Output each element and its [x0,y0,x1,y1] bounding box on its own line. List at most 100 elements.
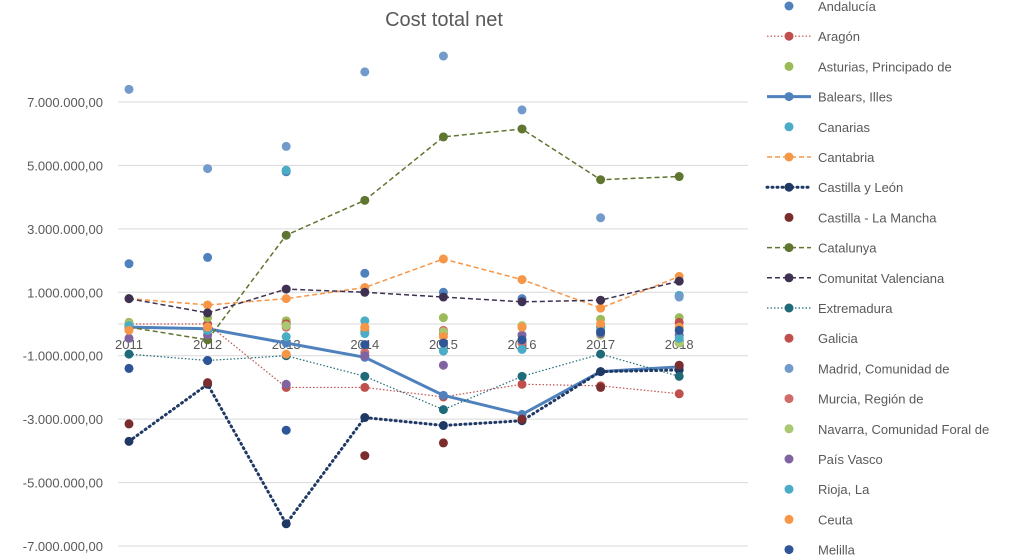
data-point [438,51,448,61]
data-point [281,165,291,175]
legend-label: Melilla [818,543,856,558]
legend-marker [784,545,794,555]
legend-marker [784,122,794,132]
legend-label: Canarias [818,120,871,135]
data-point [438,338,448,348]
data-point [281,230,291,240]
data-point [674,276,684,286]
data-point [124,294,134,304]
data-point [596,349,606,359]
legend-marker [784,273,794,283]
data-point [517,335,527,345]
legend-marker [784,484,794,494]
data-point [203,378,213,388]
data-point [596,295,606,305]
legend-label: Asturias, Principado de [818,59,952,74]
legend: Andalucía Aragón Asturias, Principado de Ba… [765,0,989,558]
legend-label: Cantabria [818,150,875,165]
legend-marker [784,152,794,162]
data-point [517,379,527,389]
data-point [203,322,213,332]
legend-label: Murcia, Región de [818,392,924,407]
data-point [203,355,213,365]
legend-label: Castilla y León [818,180,903,195]
legend-item: Extremadura [767,301,893,316]
data-point [203,300,213,310]
plot-area [124,51,684,529]
legend-item: Balears, Illes [767,90,893,105]
y-tick-label: 5.000.000,00 [27,158,103,173]
legend-marker [784,424,794,434]
y-tick-label: -7.000.000,00 [23,539,103,554]
series-line [128,258,680,309]
data-point [438,390,448,400]
legend-marker [784,92,794,102]
legend-label: Castilla - La Mancha [818,210,937,225]
data-point [517,371,527,381]
legend-item: Murcia, Región de [784,392,924,407]
legend-marker [784,303,794,313]
legend-item: Melilla [784,543,856,558]
y-tick-label: 1.000.000,00 [27,285,103,300]
data-point [124,259,134,269]
y-tick-label: 3.000.000,00 [27,222,103,237]
series-line [127,368,681,527]
chart-title: Cost total net [385,9,503,31]
data-point [438,332,448,342]
data-point [596,367,606,377]
data-point [674,172,684,182]
data-point [517,344,527,354]
series [124,51,684,302]
data-point [674,333,684,343]
legend-marker [784,333,794,343]
data-point [203,252,213,262]
data-point [360,340,370,350]
data-point [360,371,370,381]
y-tick-label: 7.000.000,00 [27,95,103,110]
legend-item: Andalucía [784,0,877,14]
data-point [281,294,291,304]
legend-marker [784,394,794,404]
data-point [360,322,370,332]
legend-label: Rioja, La [818,482,870,497]
legend-marker [784,363,794,373]
legend-label: Ceuta [818,512,853,527]
data-point [360,67,370,77]
legend-marker [784,454,794,464]
data-point [281,284,291,294]
data-point [281,519,291,529]
legend-item: Cantabria [767,150,875,165]
legend-marker [784,31,794,41]
data-point [124,363,134,373]
data-point [674,389,684,399]
data-point [438,132,448,142]
legend-marker [784,514,794,524]
legend-label: Madrid, Comunidad de [818,361,950,376]
gridlines [118,101,748,547]
data-point [281,321,291,331]
x-tick-label: 2012 [193,337,222,352]
legend-item: Madrid, Comunidad de [784,361,950,376]
data-point [203,164,213,174]
data-point [281,349,291,359]
legend-marker [784,61,794,71]
data-point [517,275,527,285]
y-tick-label: -3.000.000,00 [23,412,103,427]
data-point [281,425,291,435]
data-point [438,360,448,370]
y-tick-label: -1.000.000,00 [23,349,103,364]
data-point [124,419,134,429]
data-point [517,297,527,307]
data-point [438,313,448,323]
data-point [517,322,527,332]
series [124,276,684,318]
data-point [124,84,134,94]
data-point [360,351,370,361]
data-point [674,292,684,302]
legend-item: Castilla y León [765,180,903,195]
data-point [360,287,370,297]
series-line [129,323,680,398]
data-point [360,195,370,205]
data-point [596,327,606,337]
